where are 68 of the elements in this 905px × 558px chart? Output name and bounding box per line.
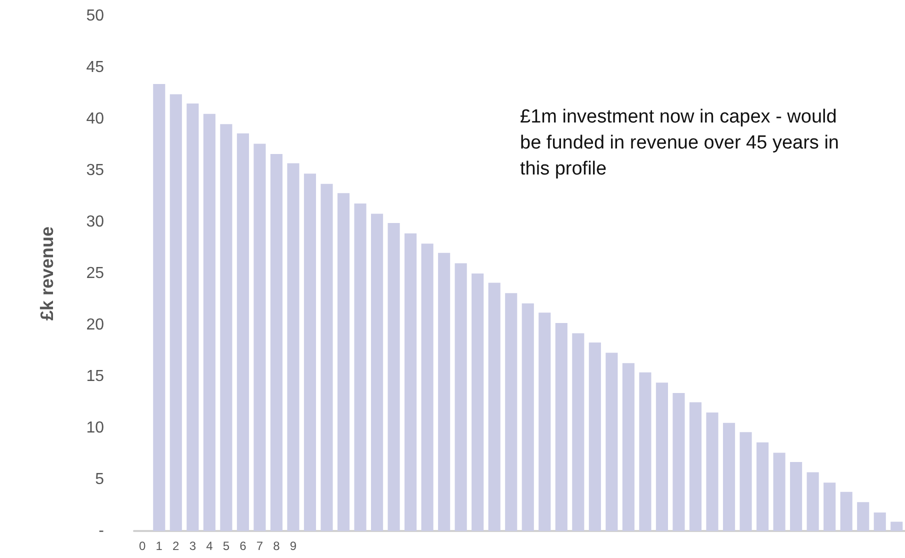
- bar: [153, 84, 166, 531]
- bar: [220, 124, 232, 531]
- bar: [287, 163, 300, 531]
- y-axis-title: £k revenue: [37, 226, 57, 321]
- bar: [656, 382, 668, 531]
- bar: [170, 94, 182, 531]
- bar: [824, 482, 836, 531]
- y-tick-label: -: [98, 522, 104, 540]
- bar: [572, 333, 584, 531]
- x-tick-label: 6: [240, 539, 247, 553]
- y-tick-label: 25: [86, 265, 104, 282]
- bar: [555, 322, 568, 531]
- bar: [538, 312, 551, 531]
- bar: [806, 472, 819, 531]
- x-tick-label: 3: [189, 539, 196, 553]
- y-tick-label: 10: [86, 420, 104, 436]
- y-tick-label: 45: [86, 59, 104, 76]
- bar: [874, 512, 886, 531]
- bar: [740, 432, 752, 531]
- x-tick-label: 9: [290, 539, 297, 553]
- bar: [388, 223, 400, 531]
- bar: [186, 104, 199, 531]
- bar: [454, 263, 467, 531]
- bar: [639, 372, 652, 531]
- bar: [756, 442, 769, 531]
- bar: [203, 114, 216, 531]
- bar: [622, 363, 634, 531]
- bar: [304, 174, 316, 531]
- bar: [354, 203, 366, 531]
- bar: [438, 252, 450, 531]
- bar: [890, 522, 903, 531]
- bar: [588, 342, 601, 531]
- bar: [606, 352, 618, 531]
- bar: [404, 233, 417, 531]
- x-tick-label: 5: [222, 539, 230, 553]
- bar: [790, 462, 802, 531]
- y-tick-label: 5: [95, 471, 104, 488]
- bar: [421, 244, 434, 531]
- bar: [371, 214, 384, 531]
- bar: [236, 133, 249, 531]
- bar: [857, 502, 870, 531]
- bar: [505, 293, 518, 531]
- bar: [722, 422, 736, 531]
- bar: [689, 402, 702, 531]
- x-tick-label: 7: [256, 539, 264, 553]
- bar: [840, 492, 852, 531]
- bar: [706, 412, 718, 531]
- x-tick-label: 0: [139, 539, 146, 553]
- bar: [773, 452, 786, 531]
- y-tick-label: 50: [86, 8, 104, 24]
- y-tick-label: 30: [86, 214, 104, 230]
- bar: [337, 193, 350, 531]
- bar: [270, 154, 282, 531]
- bar: [672, 392, 685, 531]
- bar: [254, 144, 266, 531]
- bar: [522, 303, 534, 531]
- x-tick-label: 4: [206, 539, 214, 553]
- bar: [472, 274, 484, 531]
- x-tick-label: 2: [172, 539, 180, 553]
- y-tick-label: 20: [86, 316, 104, 334]
- bar: [320, 184, 333, 531]
- bar: [488, 282, 500, 531]
- x-tick-label: 8: [273, 539, 280, 553]
- y-tick-label: 35: [86, 162, 104, 179]
- annotation: £1m investment now in capex - would be funded in revenue over 45 years in this profile: [520, 106, 844, 180]
- y-tick-label: 40: [86, 110, 104, 128]
- x-tick-label: 1: [156, 539, 163, 553]
- y-tick-label: 15: [86, 368, 104, 385]
